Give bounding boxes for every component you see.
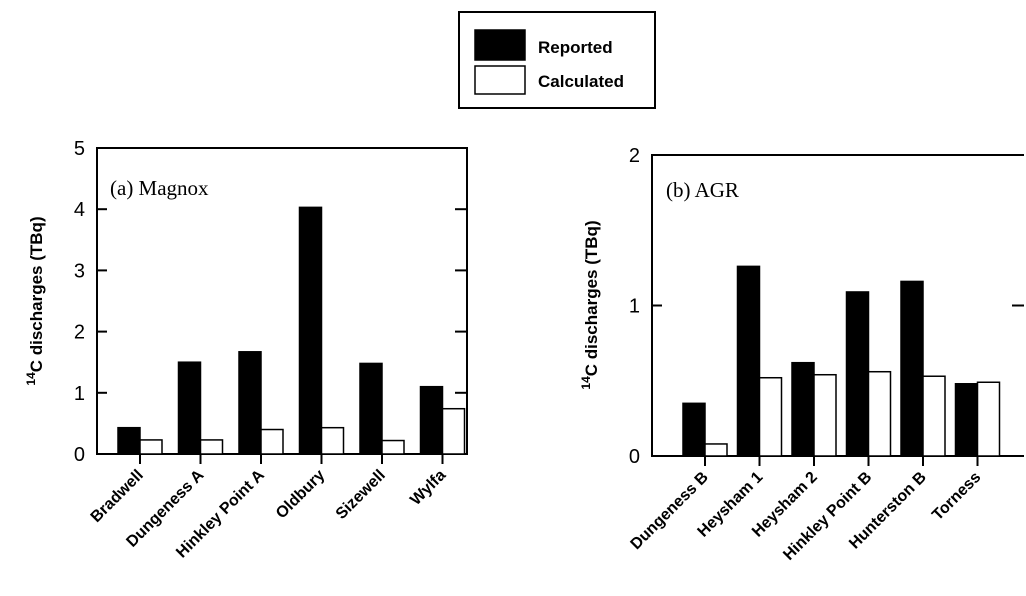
magnox-bar-calculated-2 [260, 428, 284, 455]
panel-agr: (b) AGR 14C discharges (TBq) 0 1 2 Dungene… [579, 145, 1024, 564]
panel-agr-ylabel-text: discharges (TBq) [582, 220, 601, 359]
magnox-bar-calculated-5 [441, 407, 466, 455]
magnox-ytick-label-3: 3 [74, 260, 85, 282]
agr-bar-calculated-4 [922, 375, 946, 457]
magnox-bar-reported-2 [238, 351, 262, 455]
agr-ytick-label-1: 1 [629, 296, 640, 318]
magnox-category-label-5: Wylfa [407, 467, 449, 509]
panel-magnox: (a) Magnox 14C discharges (TBq) 0 1 2 3 4 5 B… [24, 138, 468, 561]
magnox-ytick-label-4: 4 [74, 199, 85, 221]
magnox-bar-reported-4 [359, 362, 383, 455]
magnox-bar-calculated-4 [381, 439, 405, 455]
agr-category-label-5: Torness [929, 469, 984, 524]
magnox-ytick-label-0: 0 [74, 444, 85, 466]
agr-bar-reported-5 [954, 383, 979, 457]
agr-bar-calculated-3 [867, 370, 892, 457]
panel-magnox-ylabel-text: discharges (TBq) [27, 216, 46, 355]
magnox-bar-calculated-3 [320, 426, 345, 455]
agr-bar-reported-2 [791, 361, 815, 457]
magnox-category-label-0: Bradwell [88, 467, 147, 526]
agr-ytick-label-2: 2 [629, 145, 640, 167]
agr-bar-reported-0 [682, 402, 706, 457]
agr-bar-reported-3 [845, 291, 870, 457]
magnox-bar-calculated-0 [139, 439, 163, 455]
agr-bar-calculated-0 [704, 443, 728, 457]
agr-bar-reported-4 [900, 280, 924, 457]
panel-magnox-ylabel-prefix: 14C [24, 355, 46, 385]
agr-ytick-label-0: 0 [629, 446, 640, 468]
legend-swatch-reported [474, 29, 526, 61]
magnox-category-label-4: Sizewell [333, 467, 389, 523]
agr-bar-calculated-1 [758, 376, 783, 457]
magnox-ytick-label-1: 1 [74, 383, 85, 405]
legend-label-reported: Reported [538, 38, 613, 57]
legend-label-calculated: Calculated [538, 72, 624, 91]
agr-bar-reported-1 [736, 265, 761, 457]
agr-bar-calculated-2 [813, 373, 837, 457]
magnox-category-label-3: Oldbury [273, 467, 328, 522]
agr-bar-calculated-5 [976, 381, 1001, 457]
legend-swatch-calculated [474, 65, 526, 95]
panel-magnox-ylabel: 14C discharges (TBq) [24, 216, 46, 385]
panel-agr-bars [682, 265, 1001, 457]
legend: Reported Calculated [458, 11, 656, 109]
magnox-bar-reported-0 [117, 426, 141, 455]
magnox-bar-reported-1 [177, 361, 202, 455]
panel-agr-ticks: 0 1 2 [629, 145, 1024, 468]
magnox-bar-calculated-1 [199, 439, 224, 455]
agr-category-label-0: Dungeness B [628, 469, 712, 553]
magnox-ytick-label-2: 2 [74, 322, 85, 344]
panel-magnox-label: (a) Magnox [110, 176, 209, 200]
panel-magnox-ticks: 0 1 2 3 4 5 [74, 138, 467, 466]
panel-agr-ylabel-prefix: 14C [579, 359, 601, 389]
panel-magnox-bars [117, 206, 466, 455]
panel-agr-ylabel: 14C discharges (TBq) [579, 220, 601, 389]
magnox-bar-reported-3 [298, 206, 323, 455]
magnox-ytick-label-5: 5 [74, 138, 85, 160]
magnox-bar-reported-5 [419, 385, 444, 455]
panel-agr-label: (b) AGR [666, 178, 739, 202]
